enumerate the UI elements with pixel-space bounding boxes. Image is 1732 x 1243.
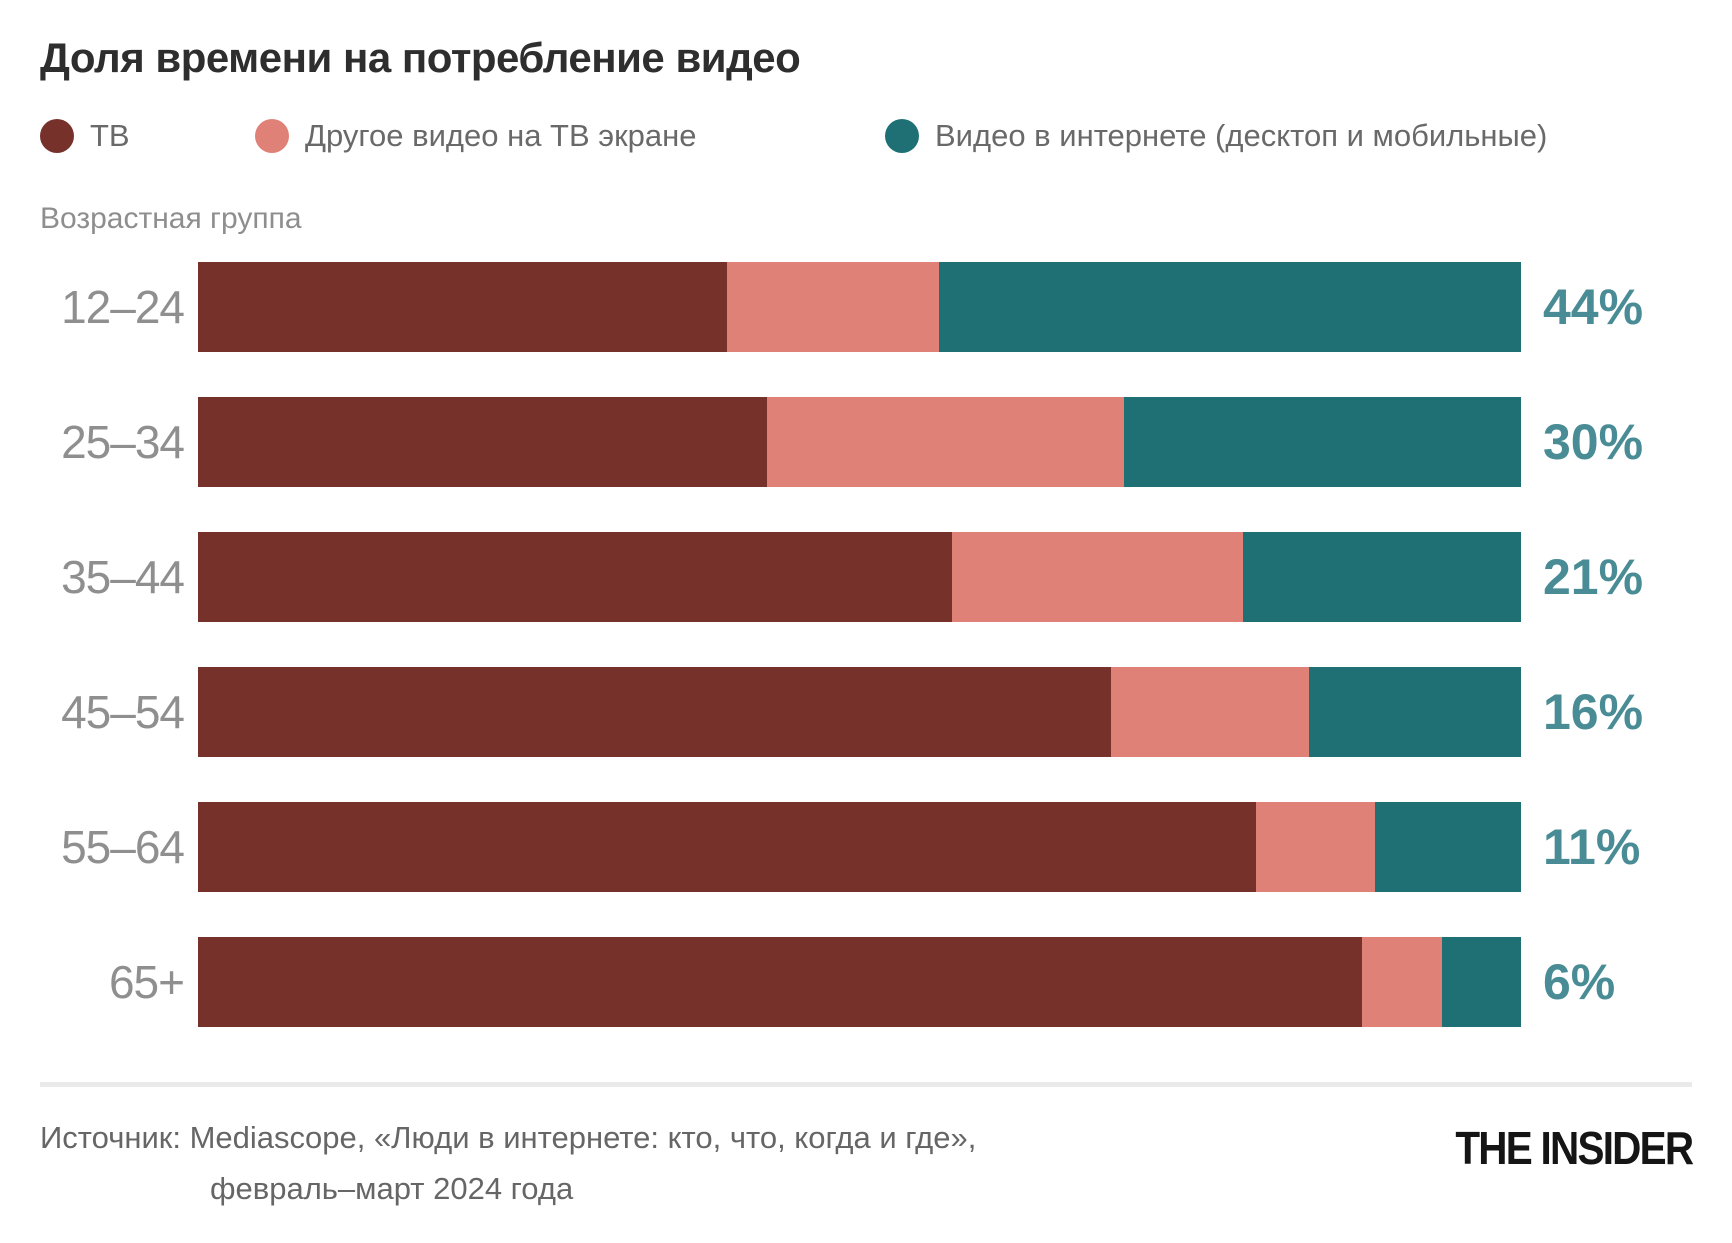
divider: [40, 1082, 1692, 1088]
bar-value-label: 44%: [1543, 279, 1644, 336]
bar-segment-other-video: [1110, 667, 1310, 758]
chart-row: 65+ 6%: [40, 937, 1692, 1028]
footer: Источник: Mediascope, «Люди в интернете:…: [40, 1113, 1694, 1213]
legend-item-tv: ТВ: [40, 116, 130, 156]
chart-row: 12–24 44%: [40, 262, 1692, 353]
chart-row: 55–64 11%: [40, 802, 1692, 893]
chart-title: Доля времени на потребление видео: [40, 34, 801, 81]
stacked-bar: [198, 802, 1521, 893]
bar-segment-other-video: [952, 532, 1244, 623]
chart-rows: 12–24 44% 25–34 30% 35–44 21% 45–54: [40, 262, 1692, 1028]
bar-segment-internet-video: [1309, 667, 1521, 758]
bar-value-label: 21%: [1543, 549, 1644, 606]
bar-segment-tv: [198, 667, 1111, 758]
bar-value-label: 11%: [1543, 819, 1641, 876]
row-label: 12–24: [61, 281, 185, 334]
legend-item-other-video: Другое видео на ТВ экране: [255, 116, 697, 156]
bar-segment-tv: [198, 532, 953, 623]
row-label: 25–34: [61, 416, 185, 469]
bar-segment-other-video: [766, 397, 1125, 488]
row-label: 45–54: [61, 686, 185, 739]
legend-label: Видео в интернете (десктоп и мобильные): [935, 118, 1548, 154]
y-axis-label: Возрастная группа: [40, 202, 302, 236]
bar-value-label: 6%: [1543, 954, 1616, 1011]
row-label: 65+: [108, 956, 185, 1009]
legend-label: Другое видео на ТВ экране: [305, 118, 697, 154]
stacked-bar: [198, 532, 1521, 623]
source-line-1: Источник: Mediascope, «Люди в интернете:…: [40, 1120, 977, 1156]
source-note: Источник: Mediascope, «Люди в интернете:…: [40, 1113, 976, 1213]
bar-segment-tv: [198, 937, 1363, 1028]
bar-segment-other-video: [1256, 802, 1376, 893]
row-label: 55–64: [61, 821, 185, 874]
source-line-2: февраль–март 2024 года: [210, 1170, 574, 1206]
stacked-bar: [198, 937, 1521, 1028]
legend-dot-internet-video-icon: [885, 119, 919, 154]
stacked-bar: [198, 262, 1521, 353]
chart-row: 25–34 30%: [40, 397, 1692, 488]
chart-row: 45–54 16%: [40, 667, 1692, 758]
legend-dot-other-video-icon: [255, 119, 289, 154]
bar-value-label: 30%: [1543, 414, 1644, 471]
bar-segment-internet-video: [1441, 937, 1521, 1028]
bar-segment-tv: [198, 262, 728, 353]
bar-segment-other-video: [1362, 937, 1442, 1028]
bar-segment-internet-video: [1124, 397, 1521, 488]
bar-segment-other-video: [727, 262, 939, 353]
publisher-logo: THE INSIDER: [1454, 1122, 1694, 1175]
chart-row: 35–44 21%: [40, 532, 1692, 623]
bar-value-label: 16%: [1543, 684, 1644, 741]
legend: ТВ Другое видео на ТВ экране Видео в инт…: [40, 116, 1692, 156]
stacked-bar: [198, 667, 1521, 758]
legend-label: ТВ: [90, 118, 130, 154]
legend-dot-tv-icon: [40, 119, 74, 154]
stacked-bar: [198, 397, 1521, 488]
bar-segment-internet-video: [938, 262, 1521, 353]
row-label: 35–44: [61, 551, 185, 604]
bar-segment-tv: [198, 802, 1257, 893]
bar-segment-internet-video: [1375, 802, 1521, 893]
bar-segment-tv: [198, 397, 767, 488]
bar-segment-internet-video: [1243, 532, 1521, 623]
legend-item-internet-video: Видео в интернете (десктоп и мобильные): [885, 116, 1547, 156]
